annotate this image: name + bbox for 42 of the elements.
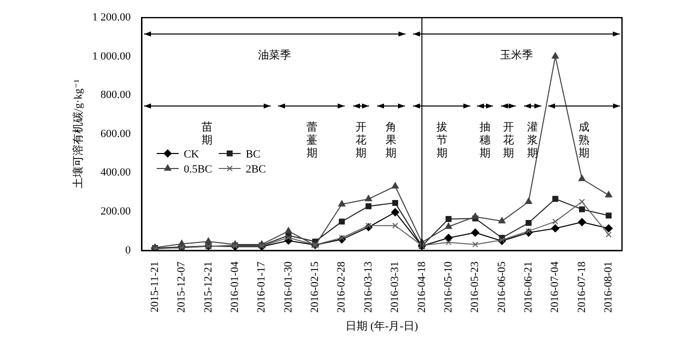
annotation: 开花期 bbox=[503, 121, 514, 160]
y-tick-label: 600.00 bbox=[100, 128, 132, 140]
x-tick-label: 2016-06-05 bbox=[496, 260, 508, 313]
x-tick-label: 2016-05-10 bbox=[442, 260, 454, 313]
x-tick-label: 2016-08-01 bbox=[602, 261, 615, 313]
annotation: 玉米季 bbox=[500, 48, 534, 62]
x-tick-label: 2016-05-23 bbox=[469, 260, 482, 313]
y-tick-label: 800.00 bbox=[100, 89, 132, 102]
annotation: 抽穗期 bbox=[480, 121, 491, 160]
x-tick-label: 2016-06-21 bbox=[522, 261, 534, 313]
x-tick-label: 2016-01-17 bbox=[256, 260, 268, 313]
annotation: 油菜季 bbox=[258, 48, 291, 62]
x-axis-title: 日期 (年-月-日) bbox=[346, 320, 418, 332]
y-tick-label: 1 000.00 bbox=[92, 50, 132, 62]
annotation: 角果期 bbox=[386, 121, 397, 160]
y-tick-label: 200.00 bbox=[100, 206, 132, 218]
legend-label: 0.5BC bbox=[184, 163, 212, 176]
legend-label: 2BC bbox=[246, 163, 266, 176]
x-tick-label: 2016-04-18 bbox=[416, 260, 428, 313]
annotation: 苗期 bbox=[202, 120, 213, 146]
x-tick-label: 2016-03-13 bbox=[362, 260, 374, 313]
x-tick-label: 2016-01-04 bbox=[228, 260, 241, 313]
y-tick-label: 1 200.00 bbox=[92, 11, 132, 24]
x-tick-label: 2016-01-30 bbox=[282, 260, 294, 313]
x-tick-label: 2016-02-28 bbox=[336, 260, 348, 313]
annotation: 灌浆期 bbox=[527, 120, 538, 160]
y-tick-label: 0 bbox=[125, 244, 132, 256]
annotation: 拔节期 bbox=[436, 121, 448, 160]
annotation: 成熟期 bbox=[578, 120, 590, 160]
y-tick-label: 400.00 bbox=[100, 166, 132, 179]
legend-label: BC bbox=[246, 148, 260, 160]
x-tick-label: 2015-12-07 bbox=[176, 260, 188, 313]
x-tick-label: 2016-07-04 bbox=[549, 260, 562, 313]
legend-label: CK bbox=[184, 148, 200, 160]
annotation: 蕾薹期 bbox=[306, 120, 318, 160]
x-tick-label: 2016-07-18 bbox=[576, 260, 588, 313]
x-tick-label: 2015-12-21 bbox=[202, 261, 214, 313]
x-tick-label: 2016-03-31 bbox=[389, 261, 402, 313]
x-tick-label: 2015-11-21 bbox=[148, 261, 161, 312]
annotation: 开花期 bbox=[356, 121, 367, 160]
y-axis-title: 土壤可溶有机碳/g·kg⁻¹ bbox=[71, 79, 84, 189]
x-tick-label: 2016-02-15 bbox=[309, 260, 322, 313]
